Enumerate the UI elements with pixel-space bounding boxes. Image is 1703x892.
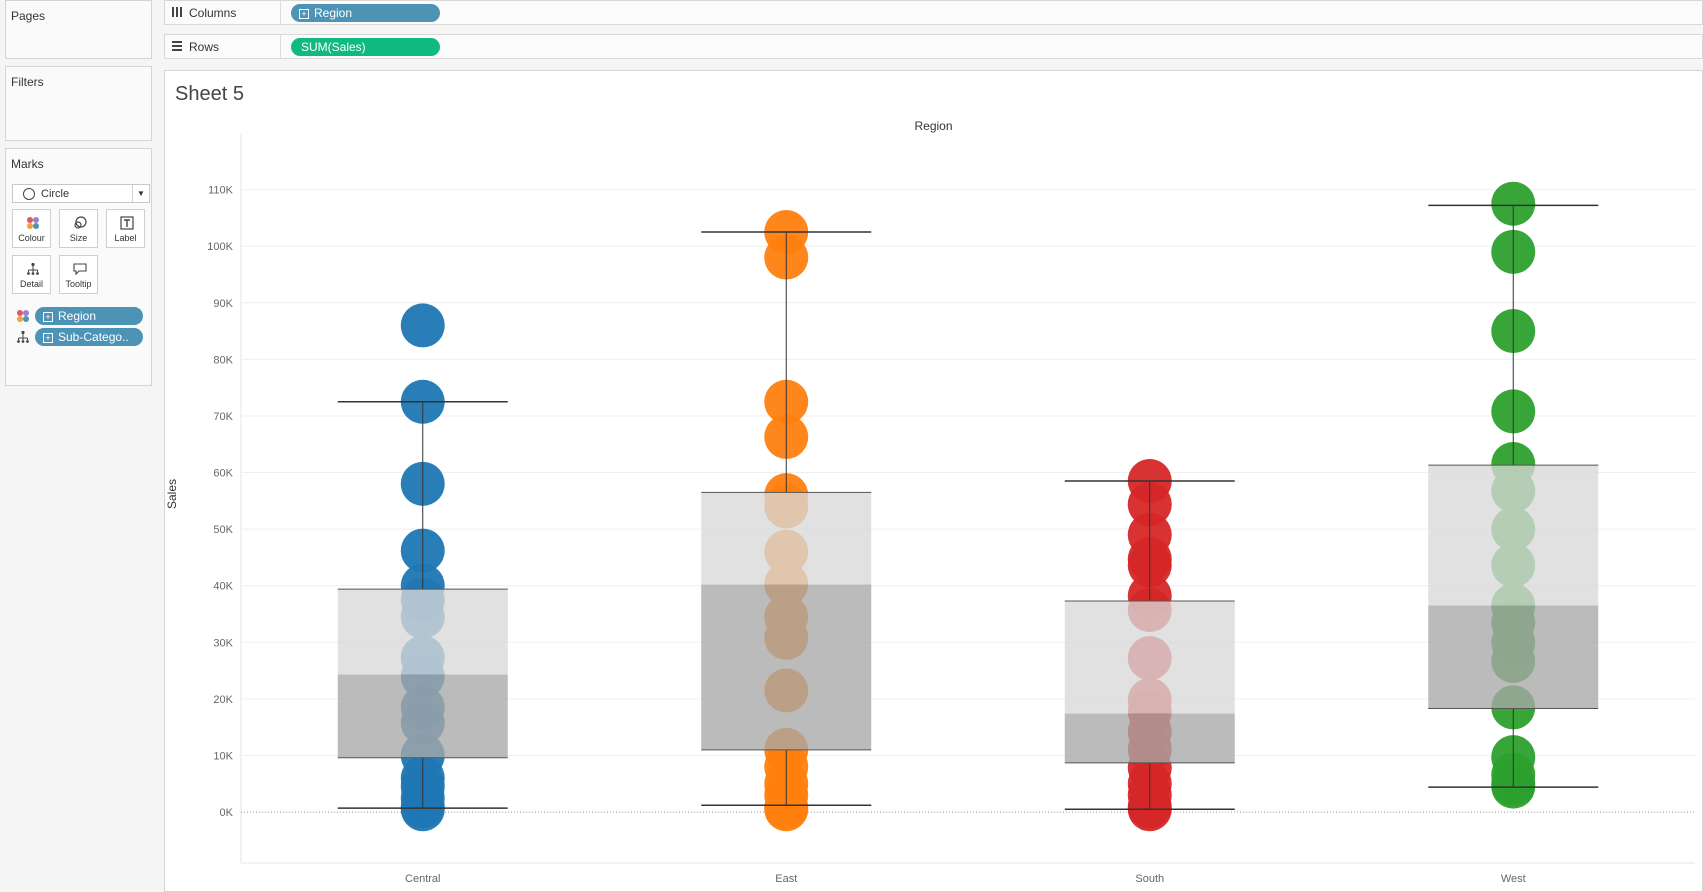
label-button[interactable]: Label — [106, 209, 145, 248]
y-tick-label: 110K — [208, 185, 234, 197]
boxplot-chart[interactable]: 0K 10K 20K 30K 40K 50K 60K 70K 80K 90K 100K 110K Cen… — [165, 71, 1702, 891]
filters-title: Filters — [11, 75, 44, 89]
marks-card: Marks Circle ▼ Colour Size Label Detail — [5, 148, 152, 386]
box-lower — [701, 584, 872, 750]
y-tick-label: 100K — [207, 241, 233, 253]
box-upper — [701, 492, 872, 585]
columns-icon — [172, 7, 182, 17]
y-tick-label: 10K — [213, 750, 233, 762]
pages-card[interactable]: Pages — [5, 0, 152, 59]
x-tick-label: West — [1501, 873, 1526, 885]
colour-field-icon — [17, 310, 29, 322]
colour-icon — [27, 217, 39, 229]
expand-icon: + — [43, 333, 53, 343]
columns-label: Columns — [189, 6, 237, 20]
detail-field-pill[interactable]: + Sub-Catego.. — [35, 328, 143, 346]
size-label: Size — [69, 233, 88, 243]
y-tick-label: 20K — [213, 694, 233, 706]
detail-field-icon — [17, 330, 29, 343]
y-tick-label: 80K — [213, 354, 233, 366]
data-point — [1491, 181, 1536, 226]
tooltip-icon — [73, 263, 87, 276]
box-upper — [337, 589, 508, 675]
data-point — [400, 303, 445, 348]
tooltip-button[interactable]: Tooltip — [59, 255, 98, 294]
mark-type-value: Circle — [41, 188, 70, 200]
rows-shelf[interactable]: Rows SUM(Sales) — [164, 34, 1703, 59]
y-tick-label: 70K — [213, 411, 233, 423]
y-tick-label: 40K — [213, 581, 233, 593]
marks-title: Marks — [11, 157, 44, 171]
box-upper — [1428, 465, 1599, 606]
y-tick-label: 0K — [220, 807, 234, 819]
mark-type-dropdown[interactable]: Circle ▼ — [12, 184, 150, 203]
detail-label: Detail — [19, 279, 43, 289]
y-tick-label: 60K — [213, 468, 233, 480]
pages-title: Pages — [11, 9, 46, 23]
y-tick-label: 30K — [213, 637, 233, 649]
colour-field-pill[interactable]: + Region — [35, 307, 143, 325]
colour-button[interactable]: Colour — [12, 209, 51, 248]
colour-field-label: Region — [58, 309, 97, 323]
rows-icon — [172, 41, 182, 51]
label-icon — [120, 216, 134, 230]
detail-button[interactable]: Detail — [12, 255, 51, 294]
box-lower — [1064, 713, 1235, 763]
columns-shelf[interactable]: Columns + Region — [164, 0, 1703, 25]
detail-icon — [27, 262, 39, 275]
rows-label: Rows — [189, 40, 220, 54]
box-lower — [337, 674, 508, 758]
rows-pill[interactable]: SUM(Sales) — [291, 38, 440, 56]
y-tick-label: 50K — [213, 524, 233, 536]
detail-field-label: Sub-Catego.. — [58, 330, 129, 344]
box-upper — [1064, 600, 1235, 714]
x-tick-label: East — [775, 873, 797, 885]
data-point — [764, 787, 809, 832]
chevron-down-icon[interactable]: ▼ — [132, 185, 149, 202]
size-icon — [74, 216, 87, 229]
expand-icon: + — [299, 9, 309, 19]
x-tick-label: South — [1135, 873, 1164, 885]
box-lower — [1428, 605, 1599, 709]
x-tick-label: Central — [405, 873, 440, 885]
sheet-title: Sheet 5 — [175, 83, 244, 105]
columns-pill[interactable]: + Region — [291, 4, 440, 22]
column-header: Region — [914, 119, 953, 133]
y-tick-label: 90K — [213, 298, 233, 310]
filters-card[interactable]: Filters — [5, 66, 152, 141]
columns-pill-label: Region — [314, 6, 353, 20]
tooltip-label: Tooltip — [65, 279, 92, 289]
label-label: Label — [114, 233, 137, 243]
viz-pane[interactable]: Sheet 5 Region Sales 0K 10K 20K 30K 40K 50K 60… — [164, 70, 1703, 892]
expand-icon: + — [43, 312, 53, 322]
colour-label: Colour — [18, 233, 45, 243]
circle-icon — [23, 188, 35, 200]
rows-pill-label: SUM(Sales) — [301, 40, 366, 54]
size-button[interactable]: Size — [59, 209, 98, 248]
